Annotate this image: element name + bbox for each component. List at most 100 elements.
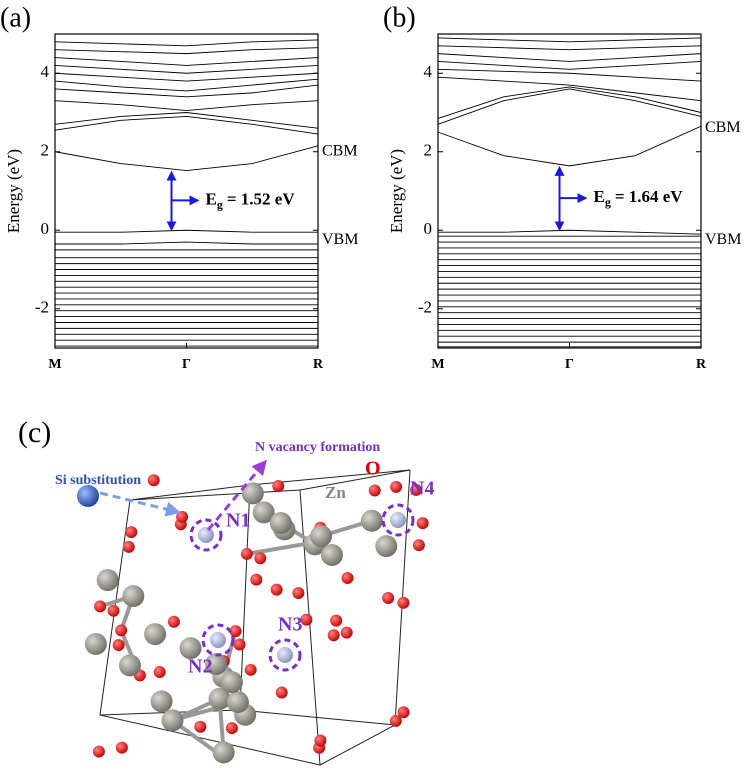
- gap-label: Eg = 1.52 eV: [206, 189, 296, 211]
- y-tick-label: 2: [41, 141, 50, 160]
- n-atom: [277, 647, 293, 663]
- zn-atom: [208, 687, 231, 710]
- zn-atom: [226, 691, 249, 714]
- o-atom: [397, 596, 410, 609]
- o-atom: [92, 745, 105, 758]
- y-tick-label: -2: [418, 298, 432, 317]
- gap-text: = 1.64 eV: [615, 187, 683, 206]
- zn-atom: [360, 509, 383, 532]
- zn-atom: [161, 709, 184, 732]
- x-tick-label: M: [48, 357, 61, 372]
- o-label: O: [365, 458, 381, 480]
- o-atom: [122, 540, 135, 553]
- cbm-label: CBM: [705, 119, 741, 136]
- o-atom: [330, 614, 343, 627]
- band-line: [437, 53, 702, 62]
- band-line: [437, 61, 702, 70]
- zn-atom: [320, 544, 343, 567]
- n-label: N1: [226, 510, 250, 532]
- zn-atom: [179, 637, 202, 660]
- cbm-label: CBM: [322, 143, 358, 160]
- o-atom: [112, 639, 125, 652]
- o-atom: [368, 484, 381, 497]
- gap-symbol: E: [206, 189, 217, 208]
- n-atom: [210, 632, 226, 648]
- y-tick-label: 4: [424, 62, 433, 81]
- zn-atom: [241, 482, 264, 505]
- zn-atom: [84, 633, 107, 656]
- o-atom: [115, 624, 128, 637]
- o-atom: [233, 638, 246, 651]
- o-atom: [225, 722, 238, 735]
- panel-label: (c): [18, 416, 51, 449]
- zn-label: Zn: [325, 483, 346, 502]
- n-atom: [198, 527, 214, 543]
- zn-atom: [205, 653, 228, 676]
- crystal-structure: (c) Si substitution N vacancy formation …: [18, 416, 434, 766]
- o-atom: [244, 663, 257, 676]
- o-atom: [382, 592, 395, 605]
- x-tick-label: Γ: [565, 357, 574, 372]
- o-atom: [314, 734, 327, 747]
- o-atom: [397, 706, 410, 719]
- x-tick-label: M: [431, 357, 444, 372]
- n-label: N4: [410, 478, 434, 500]
- o-atom: [250, 573, 263, 586]
- y-tick-label: 4: [41, 62, 50, 81]
- band-line: [54, 57, 319, 66]
- o-atom: [229, 625, 242, 638]
- band-line: [54, 100, 319, 111]
- si-arrow: [99, 491, 181, 517]
- band-line: [437, 76, 702, 102]
- si-label: Si substitution: [55, 473, 141, 488]
- band-line: [54, 145, 319, 172]
- band-chart: (b) -2 0 2 4 M Γ R Energy (eV) Eg = 1.64 eV CBM VBM: [383, 2, 741, 372]
- zn-atom: [122, 585, 145, 608]
- band-line: [437, 68, 702, 82]
- vbm-label: VBM: [322, 231, 358, 248]
- o-atom: [327, 629, 340, 642]
- o-atom: [94, 600, 107, 613]
- o-atom: [194, 720, 207, 733]
- band-line: [54, 47, 319, 55]
- y-tick-label: 0: [424, 219, 433, 238]
- band-line: [437, 86, 702, 119]
- o-atom: [340, 626, 353, 639]
- si-atom: [77, 485, 99, 507]
- o-atom: [412, 539, 425, 552]
- x-tick-label: R: [696, 357, 707, 372]
- zn-atom: [118, 654, 141, 677]
- band-line: [54, 39, 319, 47]
- y-tick-label: 2: [424, 141, 433, 160]
- o-atom: [272, 480, 285, 493]
- o-atom: [254, 552, 267, 565]
- o-atom: [410, 483, 423, 496]
- panel-label: (b): [383, 2, 416, 33]
- band-line: [54, 72, 319, 82]
- o-atom: [416, 517, 429, 530]
- zn-atom: [212, 741, 235, 764]
- zn-atom: [269, 512, 292, 535]
- vacancy-label: N vacancy formation: [255, 440, 380, 455]
- band-line: [54, 112, 319, 129]
- gap-text: = 1.52 eV: [227, 189, 295, 208]
- y-tick-label: -2: [35, 298, 49, 317]
- n-label: N2: [188, 656, 212, 678]
- o-atom: [270, 583, 283, 596]
- zn-atom: [144, 623, 167, 646]
- n-atom: [390, 512, 406, 528]
- x-tick-label: Γ: [182, 357, 191, 372]
- o-atom: [147, 474, 160, 487]
- zn-atom: [310, 525, 333, 548]
- y-axis-label: Energy (eV): [4, 149, 23, 233]
- zn-atom: [220, 671, 243, 694]
- o-atom: [292, 586, 305, 599]
- zn-atom: [96, 569, 119, 592]
- atoms: [84, 474, 429, 764]
- gap-subscript: g: [217, 197, 223, 211]
- band-line: [437, 125, 702, 167]
- band-line: [437, 37, 702, 43]
- band-chart: (a) -2 0 2 4 M Γ R Energy (eV) Eg = 1.52 eV CBM VBM: [0, 2, 358, 372]
- o-atom: [125, 526, 138, 539]
- x-tick-label: R: [313, 357, 324, 372]
